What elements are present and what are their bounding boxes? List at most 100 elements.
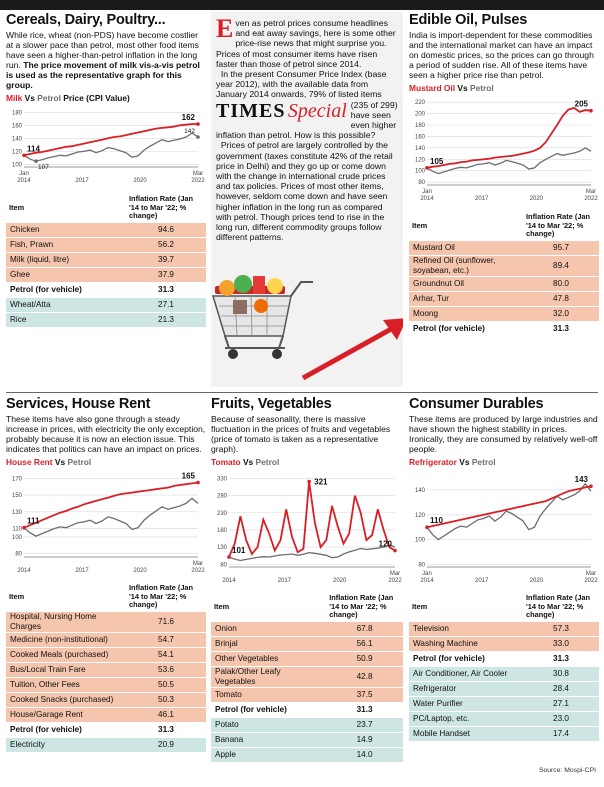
table-row: Cooked Meals (purchased) 54.1 <box>6 647 206 663</box>
table-row: Wheat/Atta 27.1 <box>6 297 206 313</box>
inflation-rate-value: 32.0 <box>523 306 599 322</box>
item-name: Banana <box>211 732 327 748</box>
item-series-line <box>426 106 592 169</box>
x-tick-label: 2017 <box>75 568 89 574</box>
table-row: Cooked Snacks (purchased) 50.3 <box>6 692 206 708</box>
item-name: Potato <box>211 717 327 733</box>
table-row: Arhar, Tur 47.8 <box>409 291 599 307</box>
inflation-rate-value: 42.8 <box>326 666 403 688</box>
inflation-rate-value: 31.3 <box>523 651 599 667</box>
item-series-line <box>228 481 396 558</box>
x-tick-label: 2020 <box>333 578 347 584</box>
table-row: Refined Oil (sunflower, soyabean, etc.) 8… <box>409 255 599 277</box>
data-label: 321 <box>314 478 328 487</box>
data-label: 205 <box>575 100 589 109</box>
item-name: Ghee <box>6 267 126 283</box>
top-bar <box>0 0 604 10</box>
panel-body: While rice, wheat (non-PDS) have become … <box>6 30 200 90</box>
table-row: Tomato 37.5 <box>211 687 403 703</box>
x-tick-label: Mar 2022 <box>191 561 205 574</box>
inflation-rate-value: 31.3 <box>126 282 206 298</box>
header-item: Item <box>9 591 25 601</box>
table-row: Banana 14.9 <box>211 732 403 748</box>
item-name: Petrol (for vehicle) <box>409 321 523 337</box>
cereals-table: Item Inflation Rate (Jan '14 to Mar '22; … <box>6 193 206 328</box>
item-name: Cooked Snacks (purchased) <box>6 692 126 708</box>
inflation-rate-value: 17.4 <box>523 726 599 742</box>
table-row: Potato 23.7 <box>211 717 403 733</box>
x-tick-label: 2014 <box>222 578 236 584</box>
data-label: 110 <box>430 516 443 525</box>
data-point <box>307 479 311 484</box>
item-name: Moong <box>409 306 523 322</box>
data-point <box>196 135 200 139</box>
inflation-rate-value: 20.9 <box>126 737 206 753</box>
panel-title: Services, House Rent <box>6 396 151 412</box>
table-header: Item Inflation Rate (Jan '14 to Mar '22; … <box>409 211 599 241</box>
inflation-rate-value: 71.6 <box>126 611 206 633</box>
x-tick-label: 2017 <box>475 196 489 202</box>
y-tick-label: 100 <box>12 162 23 168</box>
y-tick-label: 140 <box>415 488 426 494</box>
shopping-cart-icon <box>211 275 313 359</box>
times-special-logo: TIMES Special <box>216 99 347 122</box>
petrol-series-line <box>228 544 396 562</box>
item-name: Palak/Other Leafy Vegetables <box>211 666 327 688</box>
table-row: Moong 32.0 <box>409 306 599 322</box>
table-row: Palak/Other Leafy Vegetables 42.8 <box>211 666 403 688</box>
inflation-rate-value: 30.8 <box>523 666 599 682</box>
inflation-rate-value: 28.4 <box>523 681 599 697</box>
y-tick-label: 110 <box>12 527 22 533</box>
data-point <box>22 153 26 158</box>
inflation-rate-value: 37.9 <box>126 267 206 283</box>
inflation-rate-value: 53.6 <box>126 662 206 678</box>
chart-title: Refrigerator Vs Petrol <box>409 457 496 467</box>
y-tick-label: 180 <box>217 528 228 534</box>
panel-body: Because of seasonality, there is massive… <box>211 414 391 454</box>
panel-title: Consumer Durables <box>409 396 544 412</box>
item-name: Hospital, Nursing Home Charges <box>6 611 126 633</box>
panel-body: These items are produced by large indust… <box>409 414 598 454</box>
table-row: Onion 67.8 <box>211 621 403 637</box>
inflation-rate-value: 94.6 <box>126 222 206 238</box>
inflation-rate-value: 57.3 <box>523 621 599 637</box>
y-tick-label: 160 <box>12 123 23 129</box>
table-row: Mustard Oil 95.7 <box>409 240 599 256</box>
tomato-chart: 80 130 180 230 280 330 2014 2017 2020 Mar 2022 101 3… <box>217 476 402 584</box>
services-table: Item Inflation Rate (Jan '14 to Mar '22; … <box>6 582 206 753</box>
inflation-rate-value: 39.7 <box>126 252 206 268</box>
data-point <box>196 122 200 126</box>
inflation-rate-value: 31.3 <box>523 321 599 337</box>
item-name: Washing Machine <box>409 636 523 652</box>
y-tick-label: 180 <box>12 110 23 116</box>
item-name: Fish, Prawn <box>6 237 126 253</box>
table-row: Petrol (for vehicle) 31.3 <box>6 722 206 738</box>
data-label: 101 <box>232 546 246 555</box>
panel-durables: Consumer Durables These items are produc… <box>409 396 599 766</box>
x-tick-label: 2014 <box>17 568 31 574</box>
petrol-series-line <box>426 147 592 175</box>
milk-chart: 100 120 140 160 180 Jan 2014 2017 2020 Mar 2022 114… <box>12 110 205 184</box>
data-label: 111 <box>27 517 40 526</box>
x-tick-label: 2020 <box>133 568 147 574</box>
inflation-rate-value: 56.2 <box>126 237 206 253</box>
intro-text: E ven as petrol prices consume headlines… <box>216 14 398 243</box>
section-divider <box>6 392 598 393</box>
table-row: Ghee 37.9 <box>6 267 206 283</box>
inflation-rate-value: 27.1 <box>523 696 599 712</box>
table-row: Petrol (for vehicle) 31.3 <box>409 651 599 667</box>
trend-arrow-icon <box>301 318 403 381</box>
table-row: Groundnut Oil 80.0 <box>409 276 599 292</box>
y-tick-label: 200 <box>415 112 426 118</box>
header-item: Item <box>214 601 230 611</box>
item-name: Brinjal <box>211 636 327 652</box>
x-tick-label: 2017 <box>278 578 292 584</box>
table-header: Item Inflation Rate (Jan '14 to Mar '22; … <box>6 582 206 612</box>
panel-services: Services, House Rent These items have al… <box>6 396 206 766</box>
table-row: Petrol (for vehicle) 31.3 <box>6 282 206 298</box>
header-inflation-rate: Inflation Rate (Jan '14 to Mar '22; % ch… <box>129 583 194 609</box>
data-point <box>34 159 38 163</box>
table-row: Petrol (for vehicle) 31.3 <box>409 321 599 337</box>
inflation-rate-value: 27.1 <box>126 297 206 313</box>
x-tick-label: 2017 <box>75 178 89 184</box>
